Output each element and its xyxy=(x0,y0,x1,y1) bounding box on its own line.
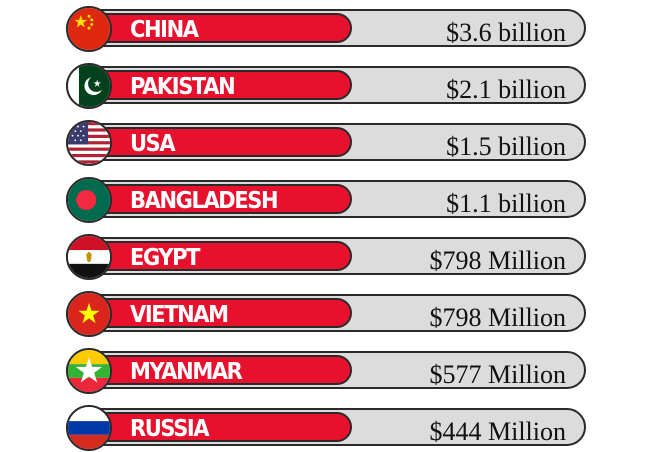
chart-row-pakistan: $2.1 billion PAKISTAN xyxy=(66,63,590,110)
chart-row-vietnam: $798 Million VIETNAM xyxy=(66,291,590,338)
category-label: BANGLADESH xyxy=(130,186,279,214)
egypt-flag-icon xyxy=(66,234,112,280)
chart-row-russia: $444 Million RUSSIA xyxy=(66,405,590,452)
value-label: $2.1 billion xyxy=(446,75,566,104)
bar-fill xyxy=(66,241,352,271)
value-label: $1.5 billion xyxy=(446,132,566,161)
value-label: $798 Million xyxy=(429,246,566,275)
chart-row-usa: $1.5 billion USA xyxy=(66,120,590,167)
chart-row-china: $3.6 billion CHINA xyxy=(66,6,590,53)
value-label: $3.6 billion xyxy=(446,18,566,47)
pakistan-flag-icon xyxy=(66,63,112,109)
category-label: USA xyxy=(130,129,176,157)
value-label: $577 Million xyxy=(429,360,566,389)
ranking-chart: $3.6 billion CHINA $2.1 billion PAKISTAN $1.… xyxy=(66,6,590,451)
value-label: $444 Million xyxy=(429,417,566,446)
chart-row-bangladesh: $1.1 billion BANGLADESH xyxy=(66,177,590,224)
bar-fill xyxy=(66,70,352,100)
category-label: PAKISTAN xyxy=(130,72,236,100)
category-label: MYANMAR xyxy=(130,357,243,385)
category-label: RUSSIA xyxy=(130,414,210,442)
chart-row-myanmar: $577 Million MYANMAR xyxy=(66,348,590,395)
category-label: VIETNAM xyxy=(130,300,229,328)
vietnam-flag-icon xyxy=(66,291,112,337)
russia-flag-icon xyxy=(66,405,112,451)
china-flag-icon xyxy=(66,6,112,52)
category-label: EGYPT xyxy=(130,243,200,271)
value-label: $1.1 billion xyxy=(446,189,566,218)
bar-fill xyxy=(66,184,352,214)
bangladesh-flag-icon xyxy=(66,177,112,223)
bar-fill xyxy=(66,298,352,328)
myanmar-flag-icon xyxy=(66,348,112,394)
value-label: $798 Million xyxy=(429,303,566,332)
bar-fill xyxy=(66,355,352,385)
bar-fill xyxy=(66,13,352,43)
usa-flag-icon xyxy=(66,120,112,166)
chart-row-egypt: $798 Million EGYPT xyxy=(66,234,590,281)
category-label: CHINA xyxy=(130,15,199,43)
